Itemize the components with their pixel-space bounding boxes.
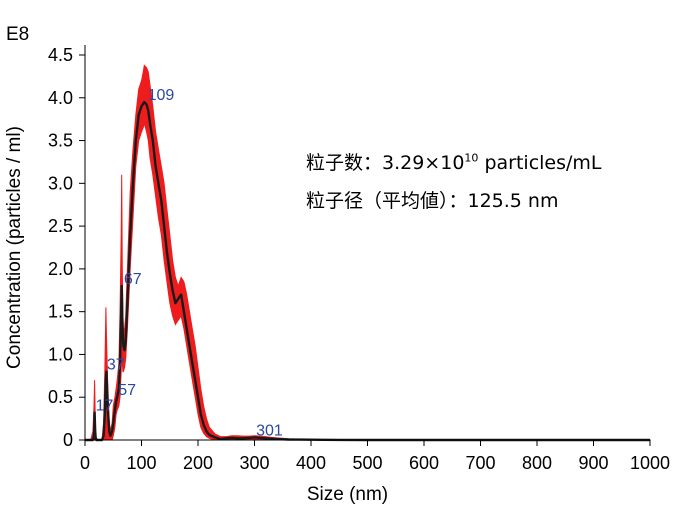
mean-size-annotation: 粒子径（平均値）：125.5 nm: [306, 190, 559, 212]
particle-count-prefix: 粒子数：3.29×10: [306, 152, 465, 174]
y-tick-label: 3.5: [48, 131, 73, 151]
x-tick-label: 400: [296, 453, 326, 473]
y-axis-title: Concentration (particles / ml): [4, 126, 25, 369]
x-tick-label: 300: [239, 453, 269, 473]
mean-concentration-line: [85, 100, 650, 442]
x-tick-label: 600: [409, 453, 439, 473]
x-tick-label: 200: [183, 453, 213, 473]
y-axis-multiplier: E8: [6, 24, 30, 45]
x-tick-label: 900: [578, 453, 608, 473]
peak-label: 17: [96, 398, 114, 415]
peak-label: 37: [107, 357, 125, 374]
y-tick-label: 4.5: [48, 45, 73, 65]
x-tick-label: 100: [126, 453, 156, 473]
y-tick-label: 0.5: [48, 387, 73, 407]
y-tick-label: 0: [63, 430, 73, 450]
x-axis-title: Size (nm): [307, 484, 388, 505]
x-tick-label: 1000: [630, 453, 670, 473]
error-band: [90, 64, 651, 441]
peak-label: 57: [118, 382, 136, 399]
y-tick-label: 2.5: [48, 216, 73, 236]
y-tick-label: 1.0: [48, 344, 73, 364]
particle-count-exponent: 10: [464, 151, 479, 165]
particle-count-annotation: 粒子数：3.29×1010 particles/mL: [306, 148, 602, 175]
peak-label: 109: [148, 87, 175, 104]
x-tick-label: 700: [465, 453, 495, 473]
y-tick-label: 2.0: [48, 259, 73, 279]
x-tick-label: 500: [352, 453, 382, 473]
y-tick-label: 3.0: [48, 173, 73, 193]
y-tick-label: 4.0: [48, 88, 73, 108]
peak-label: 301: [256, 422, 283, 439]
peak-label: 67: [124, 271, 142, 288]
x-tick-label: 800: [522, 453, 552, 473]
particle-count-unit: particles/mL: [478, 152, 602, 174]
x-tick-label: 0: [80, 453, 90, 473]
y-tick-label: 1.5: [48, 302, 73, 322]
